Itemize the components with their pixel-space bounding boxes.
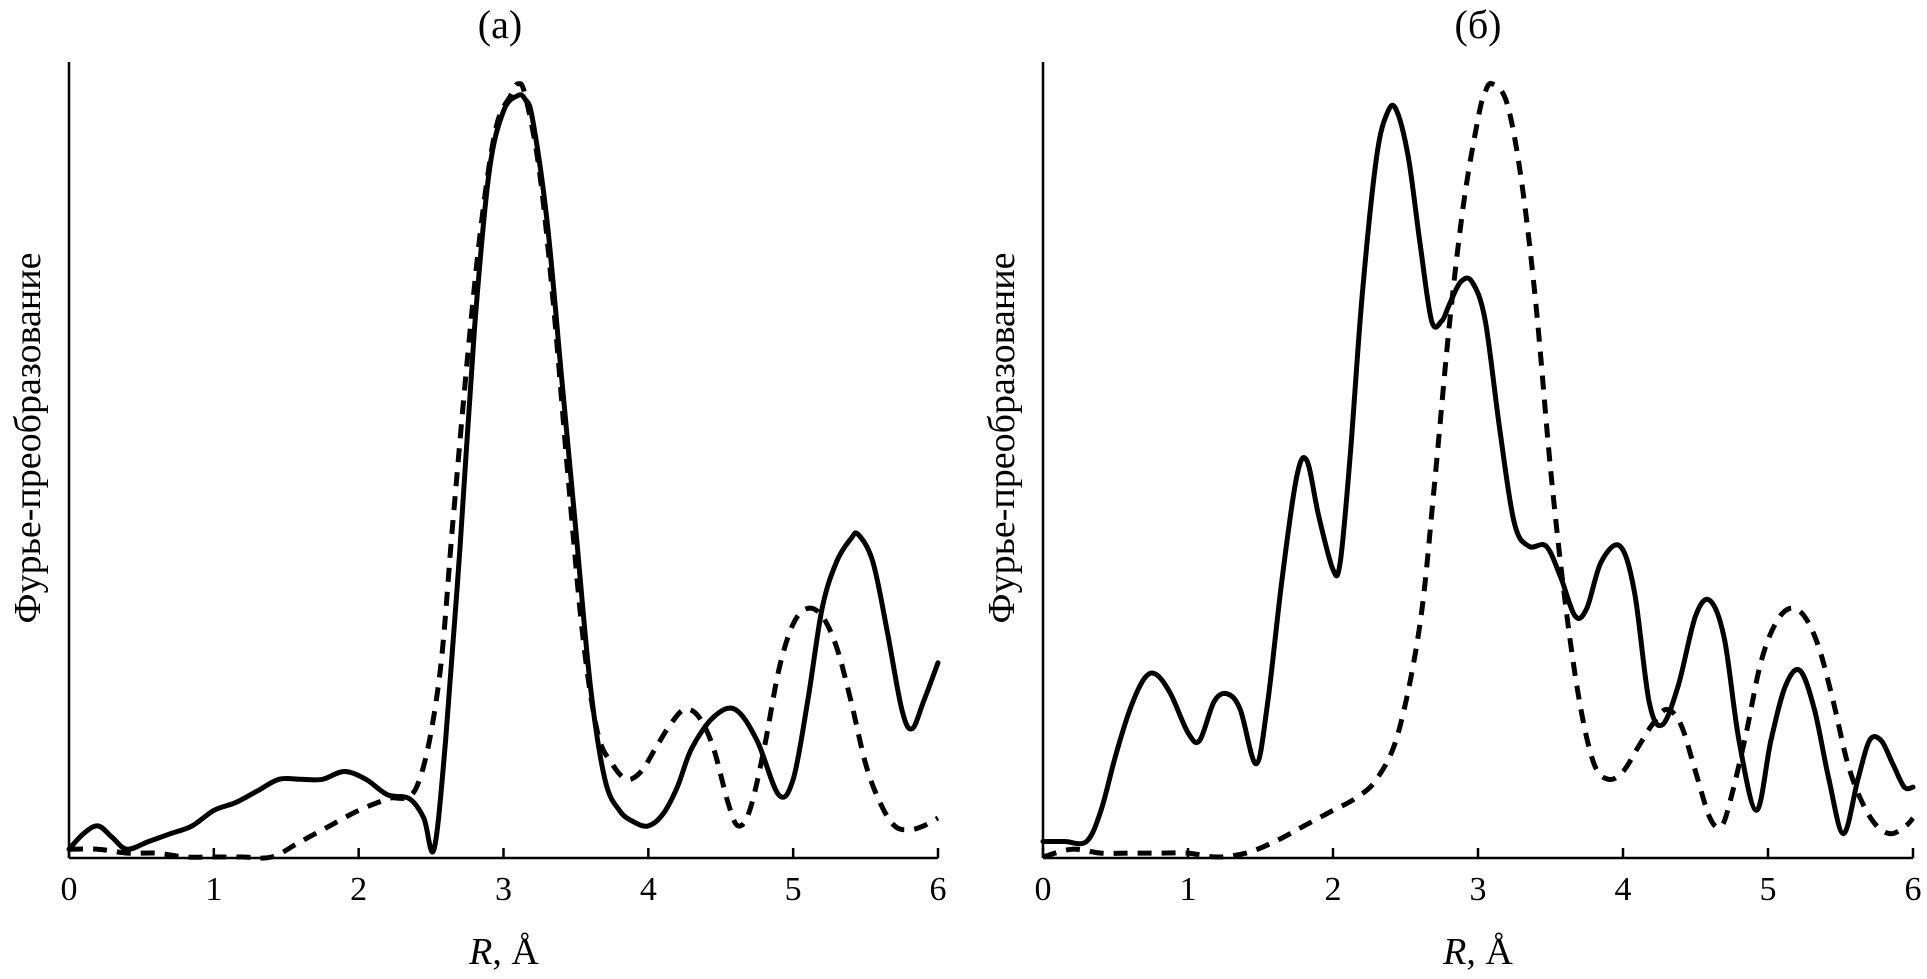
panel-b-xlabel-unit: , Å [1466, 931, 1513, 973]
panel-a-xtick-label: 5 [785, 871, 802, 908]
panel-b: (б) Фурье-преобразование 0 1 2 3 4 5 6 R, Å [981, 2, 1922, 973]
panel-a-xtick-label: 3 [495, 871, 512, 908]
panel-b-series-solid-line [1040, 102, 1916, 847]
panel-a-xlabel-unit: , Å [492, 931, 539, 973]
panel-a-ylabel: Фурье-преобразование [7, 253, 49, 624]
panel-a: (a) Фурье-преобразование 0 1 2 3 4 5 6 R, Å [7, 2, 947, 973]
panel-a-xtick-label: 2 [350, 871, 367, 908]
panel-b-xtick-label: 3 [1470, 871, 1487, 908]
panel-a-title: (a) [478, 2, 522, 47]
panel-b-series-dashed-line [1042, 80, 1915, 860]
panel-b-xtick-label: 1 [1180, 871, 1197, 908]
panel-a-series-dashed-line [68, 81, 940, 861]
panel-b-xlabel-symbol: R [1442, 931, 1466, 973]
panel-b-xtick-label: 5 [1760, 871, 1777, 908]
panel-b-series [1040, 80, 1916, 860]
panel-a-ticks: 0 1 2 3 4 5 6 [61, 848, 947, 908]
panel-b-ylabel: Фурье-преобразование [981, 253, 1023, 624]
panel-a-series-solid-line [66, 92, 941, 855]
panel-a-xtick-label: 6 [930, 871, 947, 908]
panel-a-xtick-label: 0 [61, 871, 78, 908]
panel-a-xtick-label: 1 [205, 871, 222, 908]
panel-a-xlabel: R, Å [468, 931, 539, 973]
panel-b-title: (б) [1455, 2, 1502, 47]
panel-b-xtick-label: 6 [1905, 871, 1922, 908]
panel-a-series [66, 81, 941, 861]
panel-a-xlabel-symbol: R [468, 931, 492, 973]
panel-a-xtick-label: 4 [640, 871, 657, 908]
panel-b-xtick-label: 4 [1615, 871, 1632, 908]
panel-b-xtick-label: 0 [1035, 871, 1052, 908]
panel-b-xtick-label: 2 [1325, 871, 1342, 908]
panel-b-xlabel: R, Å [1442, 931, 1513, 973]
